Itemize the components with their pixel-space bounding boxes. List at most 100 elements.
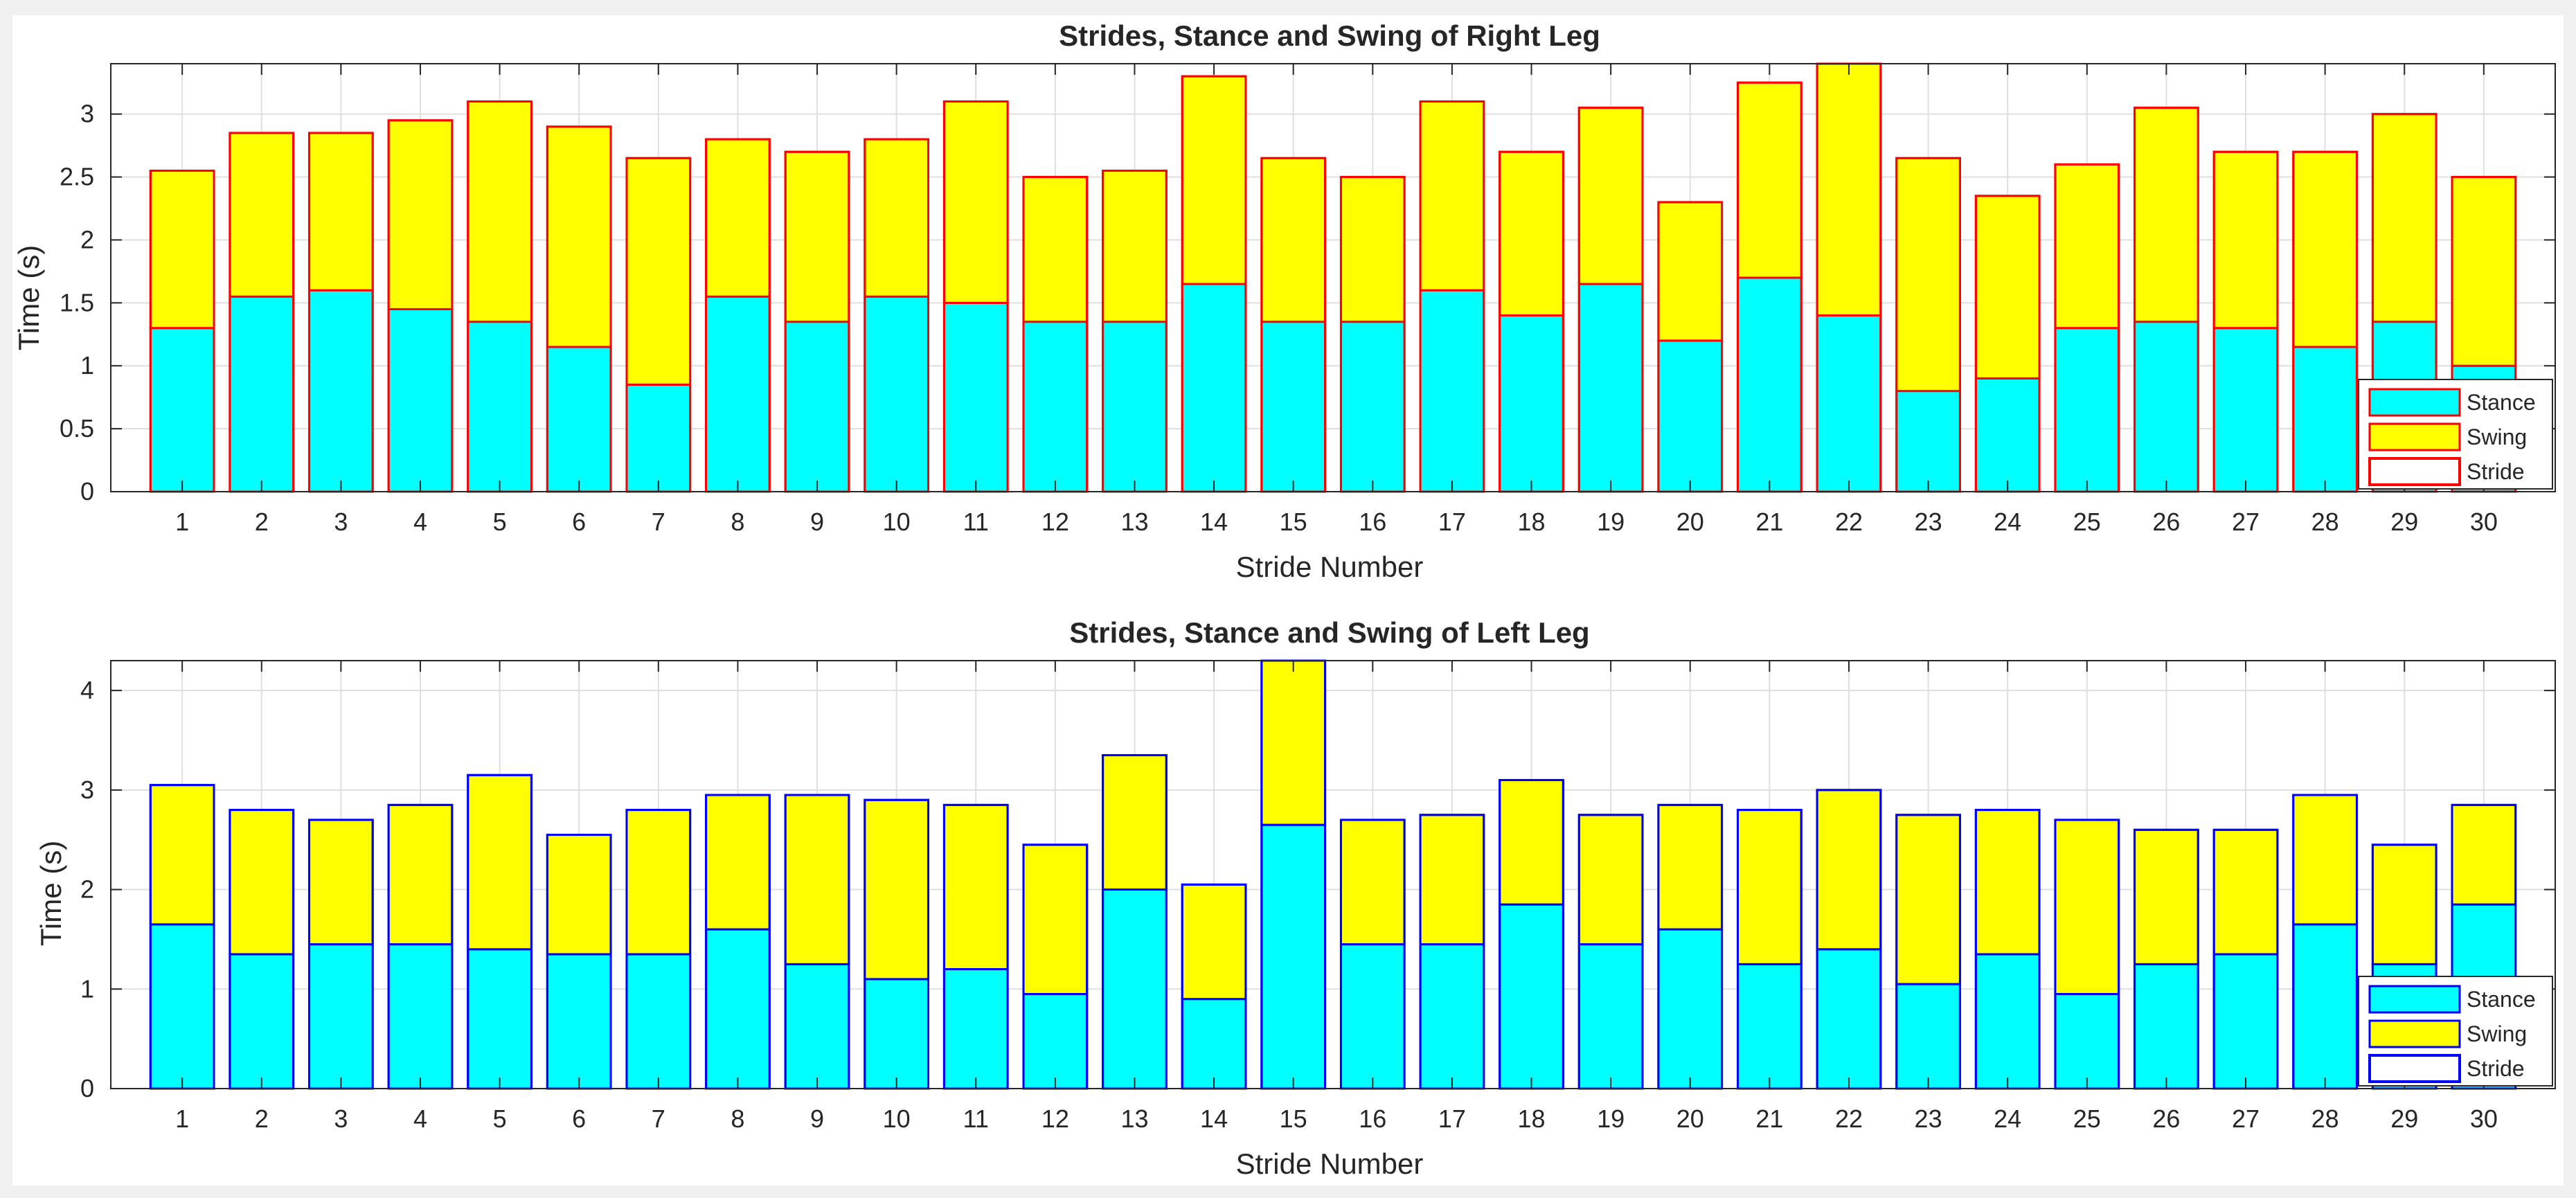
x-axis-label: Stride Number bbox=[1236, 1147, 1424, 1180]
stance-bar bbox=[1419, 943, 1485, 1090]
stance-bar bbox=[2054, 992, 2120, 1090]
x-tick-label: 27 bbox=[2232, 1105, 2260, 1133]
x-tick-label: 19 bbox=[1597, 508, 1625, 536]
axes-box bbox=[110, 660, 2556, 1089]
x-tick-label: 14 bbox=[1200, 508, 1228, 536]
x-tick-label: 29 bbox=[2390, 508, 2418, 536]
x-tick-label: 12 bbox=[1041, 508, 1069, 536]
stance-bar bbox=[1022, 992, 1089, 1090]
swing-bar bbox=[546, 834, 612, 956]
swing-bar bbox=[2451, 176, 2517, 367]
stance-bar bbox=[308, 943, 374, 1090]
x-tick-label: 13 bbox=[1120, 1105, 1148, 1133]
x-tick-label: 8 bbox=[731, 1105, 744, 1133]
stance-bar bbox=[2134, 321, 2199, 493]
x-tick-label: 16 bbox=[1359, 1105, 1386, 1133]
stance-bar bbox=[387, 943, 454, 1090]
stance-bar bbox=[1499, 903, 1564, 1090]
x-tick-label: 25 bbox=[2073, 1105, 2101, 1133]
stance-bar bbox=[1181, 998, 1247, 1090]
stance-bar bbox=[2054, 327, 2120, 493]
swing-bar bbox=[1339, 819, 1406, 946]
axes bbox=[110, 63, 2556, 492]
swing-bar bbox=[705, 794, 771, 931]
swing-bar bbox=[1499, 150, 1564, 317]
swing-bar bbox=[467, 100, 533, 323]
legend-swatch-stride bbox=[2368, 1054, 2461, 1083]
stance-bar bbox=[229, 295, 295, 493]
y-tick-label: 3 bbox=[80, 776, 94, 804]
swing-bar bbox=[2054, 163, 2120, 330]
swing-bar bbox=[387, 119, 454, 310]
x-tick-label: 16 bbox=[1359, 508, 1386, 536]
stance-bar bbox=[1102, 321, 1168, 493]
swing-bar bbox=[1181, 883, 1247, 1001]
right-leg-chart: Strides, Stance and Swing of Right Leg T… bbox=[12, 19, 2556, 583]
swing-bar bbox=[1657, 201, 1724, 342]
x-tick-label: 23 bbox=[1915, 1105, 1942, 1133]
stance-bar bbox=[1022, 321, 1089, 493]
stance-bar bbox=[1657, 339, 1724, 493]
stance-bar bbox=[546, 346, 612, 493]
stance-bar bbox=[546, 953, 612, 1090]
swing-bar bbox=[387, 803, 454, 946]
swing-bar bbox=[1339, 176, 1406, 323]
swing-bar bbox=[1499, 778, 1564, 906]
x-tick-label: 24 bbox=[1994, 508, 2021, 536]
x-tick-label: 15 bbox=[1280, 508, 1307, 536]
legend-label-stride: Stride bbox=[2467, 1056, 2525, 1081]
x-tick-label: 18 bbox=[1518, 508, 1546, 536]
x-tick-label: 28 bbox=[2311, 1105, 2339, 1133]
stance-bar bbox=[864, 978, 929, 1090]
legend: Stance Swing Stride bbox=[2358, 379, 2553, 490]
swing-bar bbox=[1260, 659, 1327, 826]
stance-bar bbox=[1499, 314, 1564, 493]
stance-bar bbox=[2292, 346, 2358, 493]
swing-bar bbox=[942, 803, 1009, 971]
swing-bar bbox=[1022, 843, 1089, 995]
stance-bar bbox=[1737, 963, 1803, 1090]
swing-bar bbox=[625, 157, 692, 386]
legend-swatch-swing bbox=[2368, 1019, 2461, 1048]
y-tick-label: 3 bbox=[80, 100, 94, 128]
swing-bar bbox=[1181, 75, 1247, 285]
x-tick-label: 3 bbox=[334, 508, 348, 536]
swing-bar bbox=[942, 100, 1009, 304]
swing-bar bbox=[2212, 150, 2279, 330]
swing-bar bbox=[784, 150, 850, 323]
swing-bar bbox=[308, 132, 374, 292]
x-tick-label: 28 bbox=[2311, 508, 2339, 536]
x-tick-label: 17 bbox=[1438, 508, 1466, 536]
stance-bar bbox=[1974, 953, 2041, 1090]
stance-bar bbox=[1816, 948, 1882, 1090]
swing-bar bbox=[864, 138, 929, 298]
y-axis-label: Time (s) bbox=[35, 841, 67, 946]
x-tick-label: 27 bbox=[2232, 508, 2260, 536]
y-tick-label: 1.5 bbox=[60, 288, 94, 316]
stance-bar bbox=[1974, 377, 2041, 493]
left-leg-chart: Strides, Stance and Swing of Left Leg Ti… bbox=[35, 616, 2556, 1180]
x-axis-label: Stride Number bbox=[1236, 551, 1424, 583]
x-tick-label: 4 bbox=[413, 1105, 427, 1133]
x-tick-label: 26 bbox=[2152, 508, 2180, 536]
swing-bar bbox=[1022, 176, 1089, 323]
swing-bar bbox=[2292, 150, 2358, 348]
stance-bar bbox=[625, 953, 692, 1090]
x-tick-label: 30 bbox=[2470, 1105, 2498, 1133]
x-tick-label: 21 bbox=[1755, 1105, 1783, 1133]
x-tick-label: 3 bbox=[334, 1105, 348, 1133]
stance-bar bbox=[1102, 888, 1168, 1090]
swing-bar bbox=[2451, 803, 2517, 906]
stance-bar bbox=[942, 968, 1009, 1090]
swing-bar bbox=[546, 125, 612, 348]
stance-bar bbox=[2212, 327, 2279, 493]
x-tick-label: 24 bbox=[1994, 1105, 2021, 1133]
swing-bar bbox=[308, 819, 374, 946]
x-tick-label: 12 bbox=[1041, 1105, 1069, 1133]
swing-bar bbox=[784, 794, 850, 965]
x-tick-label: 29 bbox=[2390, 1105, 2418, 1133]
swing-bar bbox=[1737, 809, 1803, 965]
stance-bar bbox=[705, 295, 771, 493]
